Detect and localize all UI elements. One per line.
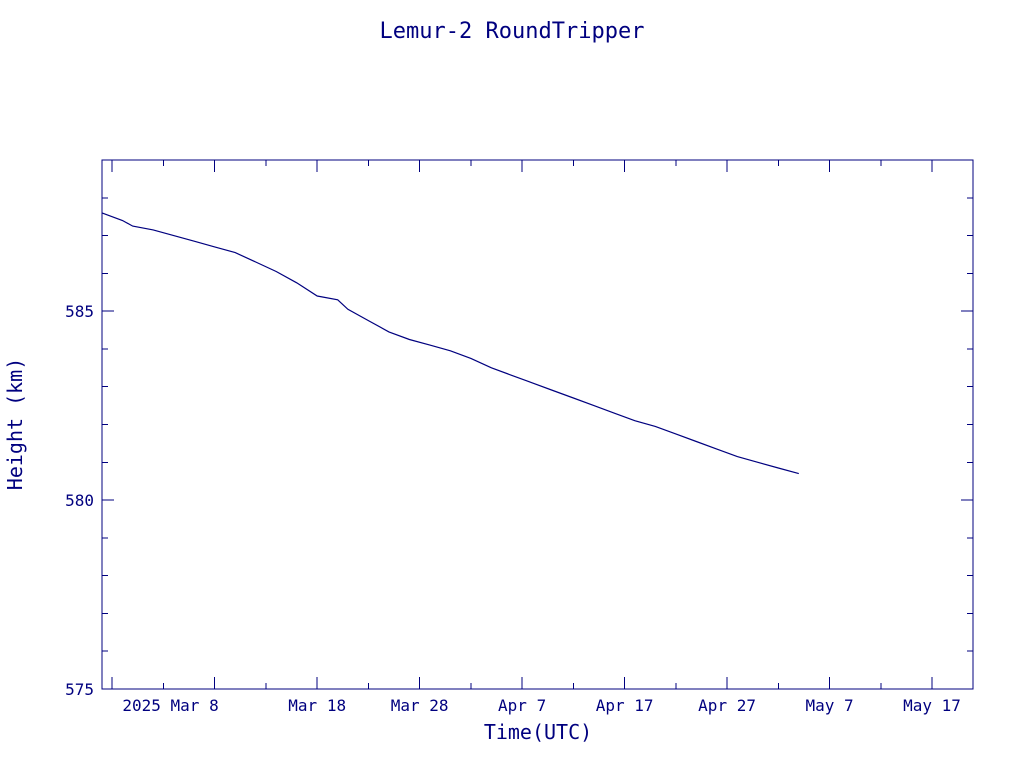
chart-title: Lemur-2 RoundTripper (380, 19, 645, 44)
x-tick-label: Apr 17 (596, 696, 654, 715)
x-tick-label: May 17 (903, 696, 961, 715)
x-tick-label: Mar 18 (288, 696, 346, 715)
y-axis: 575 580 585 (65, 159, 973, 699)
x-axis: 2025 Mar 8 Mar 18 Mar 28 Apr 7 Apr 17 Apr 27 M… (111, 160, 961, 715)
x-axis-label: Time(UTC) (484, 720, 592, 744)
plot-frame (101, 159, 974, 690)
y-tick-label: 580 (65, 491, 94, 510)
height-series-line (101, 212, 799, 475)
x-tick-label: Apr 27 (698, 696, 756, 715)
x-tick-label: Mar 28 (391, 696, 449, 715)
y-axis-label: Height (km) (3, 358, 27, 490)
x-tick-label: 2025 Mar 8 (122, 696, 218, 715)
series-layer (101, 212, 799, 475)
x-tick-label: Apr 7 (498, 696, 546, 715)
y-tick-label: 585 (65, 302, 94, 321)
x-tick-label: May 7 (805, 696, 853, 715)
y-tick-label: 575 (65, 680, 94, 699)
